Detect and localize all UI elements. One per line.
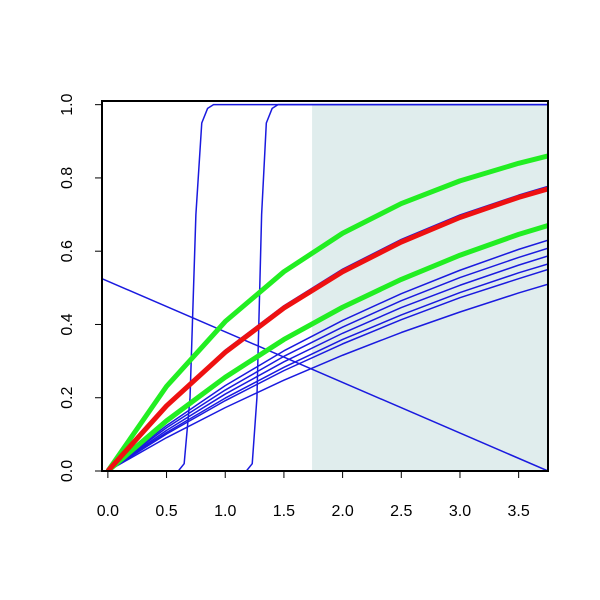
y-tick-label: 0.2 [59, 387, 76, 409]
axes-layer: 0.0 0.5 1.0 1.5 2.0 2.5 3.0 3.5 0.0 0.2 0.4 0.6 0.8 1… [59, 93, 549, 520]
x-tick-label: 1.5 [273, 503, 295, 520]
series-line [102, 103, 548, 471]
x-tick-label: 0.5 [155, 503, 177, 520]
series-line [102, 103, 548, 471]
x-tick-label: 2.0 [331, 503, 353, 520]
series-line [107, 283, 548, 471]
series-line [107, 255, 548, 471]
y-tick-label: 0.0 [59, 460, 76, 482]
x-tick-label: 3.5 [508, 503, 530, 520]
series-line [105, 153, 548, 471]
series-line [107, 268, 548, 471]
lines-layer [102, 103, 548, 471]
series-line [106, 223, 548, 471]
series-line [102, 277, 548, 471]
plot-frame [101, 100, 549, 472]
series-line [107, 239, 548, 471]
x-tick-label: 3.0 [449, 503, 471, 520]
x-tick-label: 2.5 [390, 503, 412, 520]
series-line [106, 186, 548, 471]
y-tick-label: 0.4 [59, 313, 76, 335]
series-line [107, 263, 548, 471]
x-tick-label: 1.0 [214, 503, 236, 520]
y-tick-label: 0.8 [59, 167, 76, 189]
background-layer [312, 104, 548, 472]
shaded-region [312, 104, 548, 472]
y-tick-label: 1.0 [59, 93, 76, 115]
series-line [107, 247, 548, 471]
y-tick-label: 0.6 [59, 240, 76, 262]
x-tick-label: 0.0 [97, 503, 119, 520]
